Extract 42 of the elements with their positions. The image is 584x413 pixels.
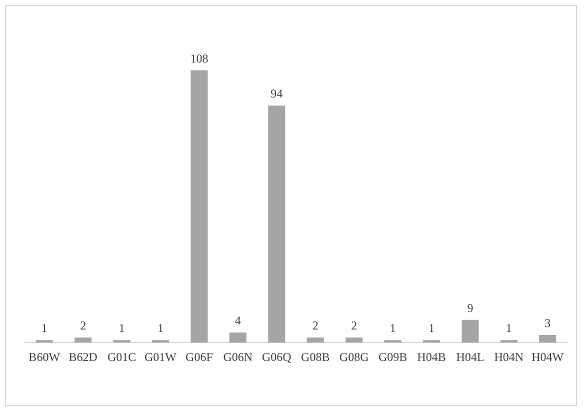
data-label: 1: [390, 321, 396, 336]
x-tick-label: H04W: [532, 350, 564, 364]
data-label: 2: [351, 318, 358, 333]
data-label: 2: [80, 318, 86, 333]
x-tick-label: G01W: [144, 350, 178, 364]
x-tick-label: H04N: [494, 350, 524, 364]
bar: [36, 340, 53, 343]
bar: [113, 340, 130, 343]
x-tick-label: G08G: [339, 350, 370, 364]
bar: [539, 335, 556, 343]
x-tick-label: G08B: [301, 350, 330, 364]
data-label: 1: [41, 321, 48, 336]
bar: [346, 338, 363, 343]
x-tick-label: G09B: [378, 350, 408, 364]
bar: [152, 340, 170, 343]
x-tick-label: H04B: [417, 350, 446, 364]
data-label: 4: [234, 314, 241, 328]
x-tick-label: G01C: [107, 350, 136, 364]
data-label: 2: [312, 318, 318, 333]
data-label: 94: [270, 86, 283, 101]
bar: [229, 332, 246, 343]
data-label: 1: [158, 321, 164, 336]
bar: [384, 340, 402, 343]
data-label: 1: [118, 321, 125, 336]
x-tick-label: B62D: [68, 350, 98, 364]
x-tick-label: B60W: [28, 350, 61, 364]
data-label: 108: [190, 51, 208, 66]
bar: [306, 338, 324, 343]
x-tick-label: G06N: [223, 350, 253, 364]
x-tick-label: G06Q: [262, 350, 292, 364]
data-label: 1: [506, 321, 512, 336]
bar: [74, 338, 92, 343]
x-tick-label: G06F: [186, 350, 214, 364]
bar: [268, 106, 286, 343]
bar: [422, 340, 440, 343]
bar: [190, 70, 208, 343]
data-label: 9: [467, 301, 474, 316]
bar: [500, 340, 518, 343]
x-tick-label: H04L: [456, 350, 484, 364]
bar: [462, 320, 479, 343]
data-label: 3: [544, 316, 551, 330]
data-label: 1: [428, 321, 434, 336]
